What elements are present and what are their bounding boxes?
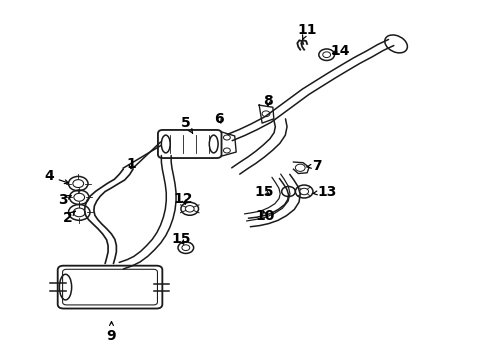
- Text: 4: 4: [44, 170, 68, 184]
- Text: 1: 1: [126, 157, 136, 171]
- Text: 8: 8: [263, 94, 272, 108]
- Text: 3: 3: [58, 193, 71, 207]
- Text: 13: 13: [313, 185, 336, 198]
- Text: 7: 7: [306, 159, 321, 172]
- Text: 9: 9: [106, 321, 116, 342]
- Text: 10: 10: [255, 209, 274, 223]
- Text: 14: 14: [329, 44, 349, 58]
- Text: 15: 15: [171, 233, 190, 246]
- Text: 2: 2: [62, 211, 75, 225]
- Text: 15: 15: [254, 185, 273, 198]
- Text: 12: 12: [173, 192, 193, 206]
- Text: 6: 6: [214, 112, 224, 126]
- Text: 11: 11: [297, 23, 316, 40]
- Text: 5: 5: [181, 116, 192, 133]
